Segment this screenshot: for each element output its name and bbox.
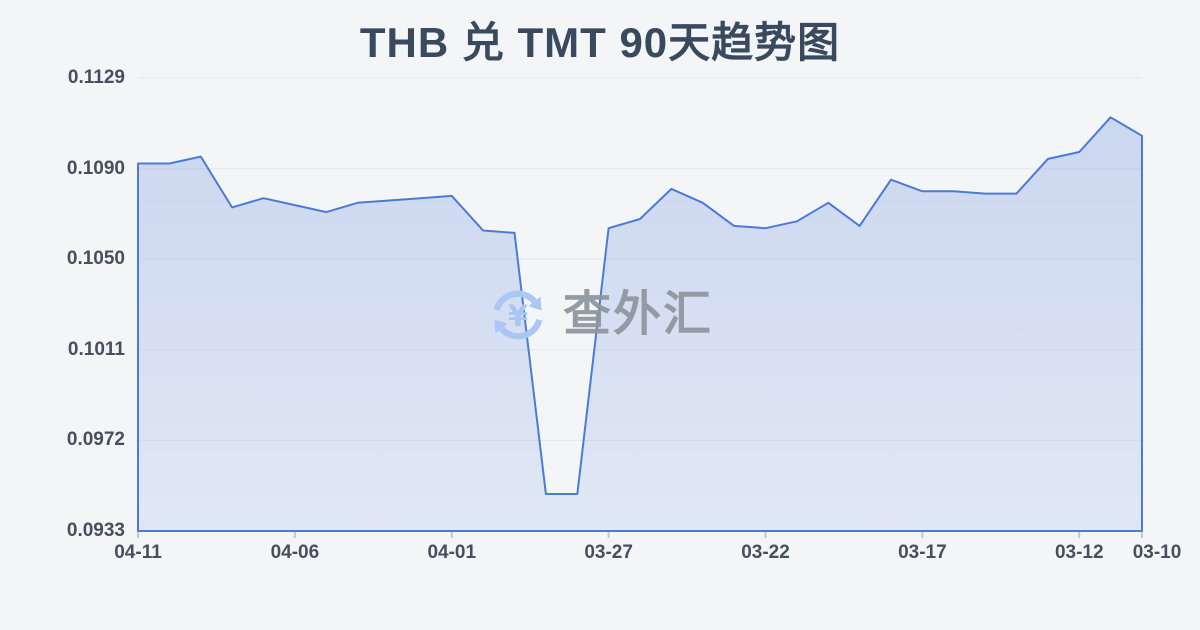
page-title: THB 兑 TMT 90天趋势图 (359, 19, 841, 66)
x-axis-label: 04-06 (270, 542, 320, 563)
y-axis-label: 0.1090 (66, 157, 125, 179)
area-series (137, 116, 1143, 532)
x-axis-label: 04-01 (427, 542, 477, 563)
y-axis-label: 0.1050 (66, 248, 125, 270)
x-axis-label: 03-17 (898, 542, 947, 563)
y-axis-label: 0.1129 (67, 67, 125, 88)
x-axis-label: 03-27 (584, 542, 633, 563)
x-axis-label: 03-12 (1054, 542, 1104, 563)
x-axis-label: 03-22 (741, 542, 790, 563)
x-axis-label: 04-11 (114, 542, 162, 563)
x-axis-label: 03-10 (1132, 542, 1182, 563)
y-axis-label: 0.0933 (66, 520, 125, 541)
y-axis-label: 0.1011 (67, 338, 125, 360)
y-axis-label: 0.0972 (66, 429, 125, 451)
